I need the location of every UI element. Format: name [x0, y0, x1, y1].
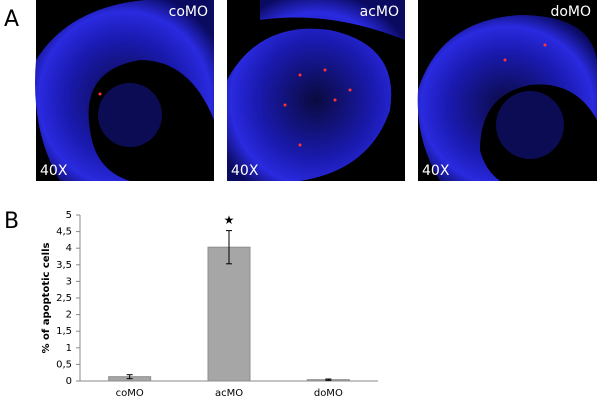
- x-tick-label: coMO: [116, 388, 144, 399]
- panel-label: A: [4, 7, 19, 32]
- y-tick-label: 1,5: [56, 326, 72, 337]
- y-tick-label: 0,5: [56, 359, 72, 370]
- bar: [207, 246, 251, 382]
- y-tick-label: 5: [66, 210, 72, 221]
- magnification: 40X: [422, 163, 450, 179]
- micrograph: doMO 40X: [417, 0, 597, 181]
- x-tick-label: doMO: [314, 388, 343, 399]
- y-tick-label: 4,5: [56, 227, 72, 238]
- image-label: acMO: [360, 4, 399, 20]
- y-tick-label: 3,5: [56, 260, 72, 271]
- y-tick-label: 2: [66, 310, 72, 321]
- panel-label: B: [4, 209, 19, 234]
- y-tick-label: 4: [66, 243, 72, 254]
- y-axis-label: % of apoptotic cells: [41, 242, 52, 353]
- magnification: 40X: [40, 163, 68, 179]
- y-tick-label: 2,5: [56, 293, 72, 304]
- image-label: coMO: [169, 4, 208, 20]
- magnification: 40X: [231, 163, 259, 179]
- micrograph: coMO 40X: [35, 0, 214, 181]
- image-label: doMO: [550, 4, 591, 20]
- annotation: ★: [224, 213, 235, 227]
- x-tick-label: acMO: [215, 388, 243, 399]
- y-tick-label: 3: [66, 276, 72, 287]
- y-tick-label: 0: [66, 376, 72, 387]
- micrograph: acMO 40X: [227, 0, 405, 181]
- y-tick-label: 1: [66, 343, 72, 354]
